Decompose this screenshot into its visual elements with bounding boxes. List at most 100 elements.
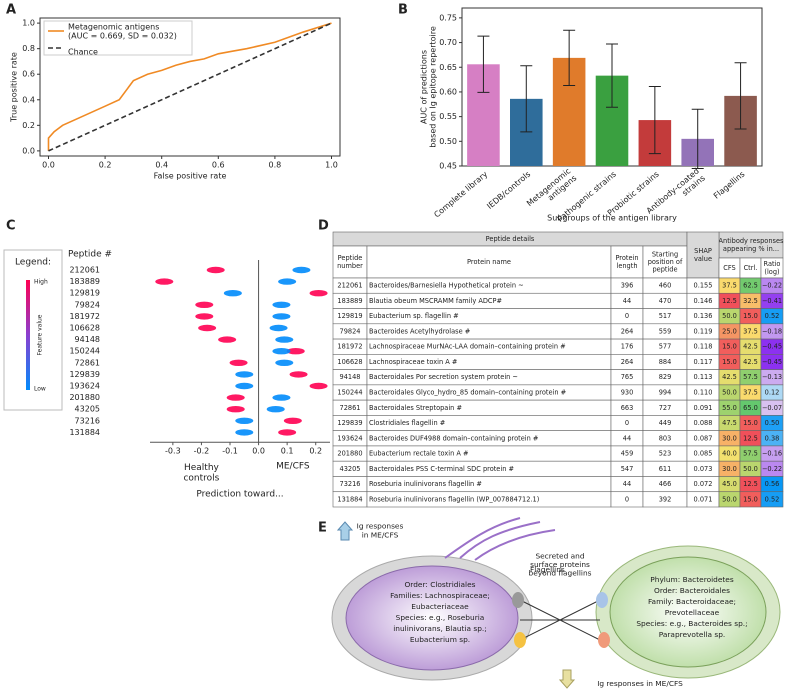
x-tick-label: 0.2 [99,161,112,170]
cell-text: 264 [621,327,634,335]
cell-label: Species: e.g., Roseburia [396,613,485,622]
shap-cluster [272,313,291,320]
cell-text: 517 [659,312,672,320]
cell-text: 212061 [337,282,362,290]
y-tick-label: 129819 [69,289,100,298]
protein [512,592,524,608]
cell-text: 79824 [340,327,361,335]
cell-text: 0.12 [765,389,780,397]
x-axis-label: False positive rate [154,172,227,181]
cell-label: Order: Bacteroidales [654,586,730,595]
error-bar [520,65,533,133]
cell-text: −0.45 [762,343,782,351]
cell-text: 460 [659,282,672,290]
shap-cluster [235,371,254,378]
colorbar [26,280,30,390]
cell-text: 106628 [337,358,362,366]
y-tick-label: 0.0 [22,146,35,155]
diagram: Ig responses in ME/CFS Flagellins Secrete… [331,517,781,689]
cell-text: 44 [623,297,631,305]
cell-text: 57.5 [743,373,758,381]
x-tick-label: 0.6 [212,161,225,170]
y-tick-label: 94148 [75,335,100,344]
cell-text: 47.5 [722,419,737,427]
cell-text: 42.5 [722,373,737,381]
cell-text: 37.5 [743,327,758,335]
error-bar [477,35,490,93]
cell [609,556,767,668]
cell-text: 392 [659,495,672,503]
cell-text: 15.0 [722,343,737,351]
table-cell [718,231,784,259]
error-bar [606,43,618,108]
label: Ig responses in ME/CFS [357,522,404,540]
y-tick-label: 73216 [75,416,100,425]
shap-cluster [292,266,311,274]
cell-text: Protein length [615,254,638,270]
cell-label: inulinivorans, Blautia sp.; [393,624,487,633]
cell-text: 930 [621,389,634,397]
cell-text: 803 [659,434,672,442]
legend-box [3,249,63,411]
cell-text: 0.117 [694,358,713,366]
label: Flagellins [530,565,565,574]
shap-cluster [226,394,245,401]
cell-text: −0.16 [762,450,782,458]
cell-text: 40.0 [722,450,737,458]
cell-text: Roseburia inulinivorans flagellin (WP_00… [369,495,539,503]
cell-text: 62.5 [743,282,758,290]
line [48,22,332,152]
colorbar-label: Feature value [37,314,44,355]
error-bar [563,29,576,87]
shap-cluster [275,336,294,343]
shap-cluster [272,394,291,401]
cell-text: Protein name [467,258,511,266]
panel-letter: B [398,3,408,18]
cell-text: 57.5 [743,450,758,458]
cell-text: 176 [621,343,634,351]
cell-text: −0.18 [762,327,782,335]
x-tick-label: 0.2 [309,447,322,456]
cell-text: 0.087 [694,434,713,442]
shap-cluster [272,301,291,308]
shap-cluster [235,382,254,390]
cell-text: Bacteroides Acetylhydrolase # [369,327,471,335]
y-tick-label: 129839 [69,370,100,379]
shap-cluster [226,406,245,413]
shap-cluster [278,429,297,436]
legend-label: Metagenomic antigens (AUC = 0.669, SD = 0… [68,22,177,40]
cell-text: Blautia obeum MSCRAMM family ADCP# [369,297,502,305]
cell-text: 129819 [337,312,362,320]
cell-text: 611 [659,465,672,473]
cell-text: Bacteroides/Barnesiella Hypothetical pro… [369,282,524,290]
cell-text: Bacteroidales PSS C-terminal SDC protein… [369,465,514,473]
x-tick-label: IEDB/controls [485,170,532,211]
cell-text: 44 [623,434,631,442]
panel-letter: D [318,219,329,234]
cell-text: −0.07 [762,404,782,412]
error-bar [734,62,747,130]
x-annotation: ME/CFS [276,462,310,472]
protein [596,592,608,608]
cell-text: −0.22 [762,465,782,473]
cell-text: 0.110 [694,389,713,397]
cell-text: 44 [623,480,631,488]
shap-cluster [309,382,328,390]
cell-text: 43205 [340,465,361,473]
cell-text: 994 [659,389,672,397]
cell-text: 37.5 [722,282,737,290]
shap-cluster [266,406,285,413]
x-tick-label: Complete library [432,169,489,219]
shap-cluster [309,290,328,297]
cell-text: 0 [625,419,629,427]
y-axis-label: True positive rate [10,52,19,123]
cell-text: 50.0 [722,495,737,503]
cell-text: 0.52 [765,312,780,320]
cell-text: 12.5 [743,434,758,442]
y-tick-label: 43205 [75,405,100,414]
y-tick-label: 0.75 [439,13,457,22]
shap-cluster [283,417,302,424]
cell-text: 523 [659,450,672,458]
cell-text: 32.5 [743,297,758,305]
